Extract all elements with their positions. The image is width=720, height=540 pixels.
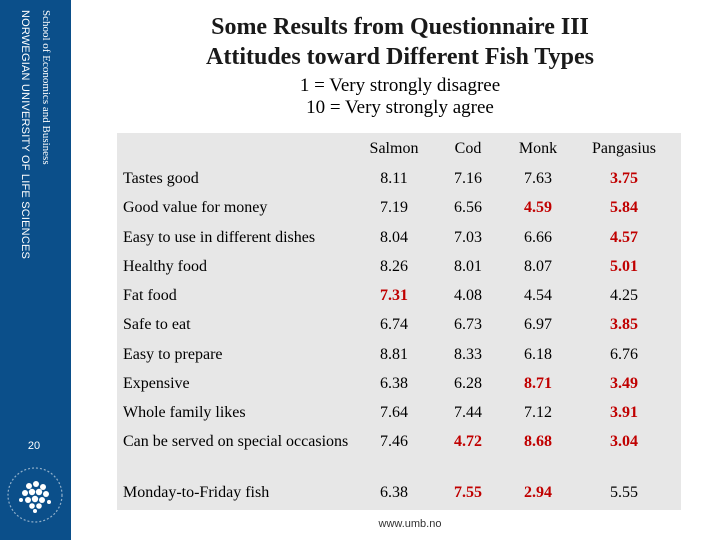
column-header-salmon: Salmon <box>369 140 419 157</box>
title-line-2: Attitudes toward Different Fish Types <box>206 44 594 70</box>
row-label: Healthy food <box>123 258 207 275</box>
salmon-value: 8.11 <box>380 170 408 187</box>
scale-line-2: 10 = Very strongly agree <box>306 97 494 118</box>
pangasius-value: 5.01 <box>610 258 638 275</box>
pangasius-value: 3.49 <box>610 375 638 392</box>
cod-value: 4.72 <box>454 433 482 450</box>
pangasius-value: 3.04 <box>610 433 638 450</box>
row-label: Fat food <box>123 287 177 304</box>
monk-value: 6.66 <box>524 229 552 246</box>
university-logo-icon <box>7 467 63 523</box>
cod-value: 6.73 <box>454 316 482 333</box>
pangasius-value: 6.76 <box>610 346 638 363</box>
pangasius-value: 4.57 <box>610 229 638 246</box>
salmon-value: 6.74 <box>380 316 408 333</box>
scale-legend: 1 = Very strongly disagree 10 = Very str… <box>200 75 600 119</box>
row-label: Whole family likes <box>123 404 246 421</box>
column-header-monk: Monk <box>518 140 558 157</box>
salmon-value: 6.38 <box>380 375 408 392</box>
monk-value: 4.54 <box>524 287 552 304</box>
monk-value: 7.12 <box>524 404 552 421</box>
row-label: Monday-to-Friday fish <box>123 484 270 501</box>
sidebar-band: School of Economics and Business NORWEGI… <box>0 0 71 540</box>
pangasius-value: 5.55 <box>610 484 638 501</box>
monk-value: 2.94 <box>524 484 552 501</box>
pangasius-value: 5.84 <box>610 199 638 216</box>
page-number: 20 <box>27 440 41 452</box>
cod-value: 6.28 <box>454 375 482 392</box>
pangasius-value: 4.25 <box>610 287 638 304</box>
pangasius-value: 3.91 <box>610 404 638 421</box>
monk-value: 4.59 <box>524 199 552 216</box>
salmon-value: 6.38 <box>380 484 408 501</box>
pangasius-value: 3.75 <box>610 170 638 187</box>
salmon-value: 7.19 <box>380 199 408 216</box>
salmon-value: 8.26 <box>380 258 408 275</box>
cod-value: 8.01 <box>454 258 482 275</box>
cod-value: 7.44 <box>454 404 482 421</box>
cod-value: 7.16 <box>454 170 482 187</box>
cod-value: 7.03 <box>454 229 482 246</box>
monk-value: 8.68 <box>524 433 552 450</box>
salmon-value: 8.04 <box>380 229 408 246</box>
scale-line-1: 1 = Very strongly disagree <box>299 75 501 96</box>
cod-value: 4.08 <box>454 287 482 304</box>
footer-url: www.umb.no <box>378 518 442 530</box>
column-header-pangasius: Pangasius <box>592 140 656 157</box>
university-name: NORWEGIAN UNIVERSITY OF LIFE SCIENCES <box>19 10 31 260</box>
salmon-value: 7.64 <box>380 404 408 421</box>
column-header-cod: Cod <box>454 140 482 157</box>
school-name: School of Economics and Business <box>40 10 52 165</box>
monk-value: 8.07 <box>524 258 552 275</box>
salmon-value: 8.81 <box>380 346 408 363</box>
row-label: Good value for money <box>123 199 268 216</box>
monk-value: 6.18 <box>524 346 552 363</box>
salmon-value: 7.31 <box>380 287 408 304</box>
row-label: Easy to use in different dishes <box>123 229 316 246</box>
monk-value: 7.63 <box>524 170 552 187</box>
salmon-value: 7.46 <box>380 433 408 450</box>
page-title: Some Results from Questionnaire III Atti… <box>130 12 670 72</box>
row-label: Can be served on special occasions <box>123 433 349 450</box>
monk-value: 6.97 <box>524 316 552 333</box>
row-label: Tastes good <box>123 170 199 187</box>
row-label: Expensive <box>123 375 190 392</box>
pangasius-value: 3.85 <box>610 316 638 333</box>
cod-value: 8.33 <box>454 346 482 363</box>
row-label: Safe to eat <box>123 316 191 333</box>
title-line-1: Some Results from Questionnaire III <box>211 14 589 40</box>
row-label: Easy to prepare <box>123 346 223 363</box>
results-table <box>117 133 681 510</box>
cod-value: 7.55 <box>454 484 482 501</box>
monk-value: 8.71 <box>524 375 552 392</box>
cod-value: 6.56 <box>454 199 482 216</box>
